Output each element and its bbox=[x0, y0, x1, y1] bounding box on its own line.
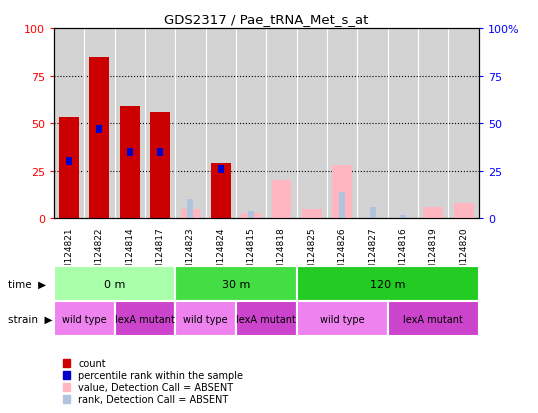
Bar bbox=[332, 166, 352, 219]
Text: wild type: wild type bbox=[62, 314, 107, 324]
Bar bbox=[127, 149, 133, 156]
Bar bbox=[89, 57, 109, 219]
Bar bbox=[423, 207, 443, 219]
Bar bbox=[218, 166, 224, 173]
Bar bbox=[370, 207, 376, 219]
Text: 0 m: 0 m bbox=[104, 279, 125, 289]
Bar bbox=[54, 266, 175, 301]
Bar bbox=[150, 112, 170, 219]
Text: 120 m: 120 m bbox=[370, 279, 406, 289]
Bar bbox=[236, 301, 296, 337]
Bar bbox=[157, 149, 163, 156]
Bar bbox=[120, 107, 139, 219]
Bar bbox=[211, 164, 231, 219]
Text: lexA mutant: lexA mutant bbox=[404, 314, 463, 324]
Title: GDS2317 / Pae_tRNA_Met_s_at: GDS2317 / Pae_tRNA_Met_s_at bbox=[164, 13, 369, 26]
Bar bbox=[54, 301, 115, 337]
Text: strain  ▶: strain ▶ bbox=[8, 314, 53, 324]
Bar bbox=[454, 204, 473, 219]
Text: time  ▶: time ▶ bbox=[8, 279, 46, 289]
Bar bbox=[175, 266, 296, 301]
Bar bbox=[181, 209, 200, 219]
Bar bbox=[96, 126, 102, 133]
Text: wild type: wild type bbox=[183, 314, 228, 324]
Bar bbox=[175, 301, 236, 337]
Legend: count, percentile rank within the sample, value, Detection Call = ABSENT, rank, : count, percentile rank within the sample… bbox=[59, 355, 247, 408]
Bar bbox=[296, 301, 388, 337]
Bar bbox=[339, 192, 345, 219]
Bar bbox=[388, 301, 479, 337]
Text: lexA mutant: lexA mutant bbox=[115, 314, 175, 324]
Text: lexA mutant: lexA mutant bbox=[236, 314, 296, 324]
Bar bbox=[59, 118, 79, 219]
Bar bbox=[248, 211, 254, 219]
Bar bbox=[272, 181, 292, 219]
Bar bbox=[302, 209, 322, 219]
Bar bbox=[296, 266, 479, 301]
Bar bbox=[187, 200, 193, 219]
Text: 30 m: 30 m bbox=[222, 279, 250, 289]
Bar bbox=[241, 213, 261, 219]
Bar bbox=[115, 301, 175, 337]
Text: wild type: wild type bbox=[320, 314, 365, 324]
Bar bbox=[66, 158, 72, 166]
Bar bbox=[400, 215, 406, 219]
